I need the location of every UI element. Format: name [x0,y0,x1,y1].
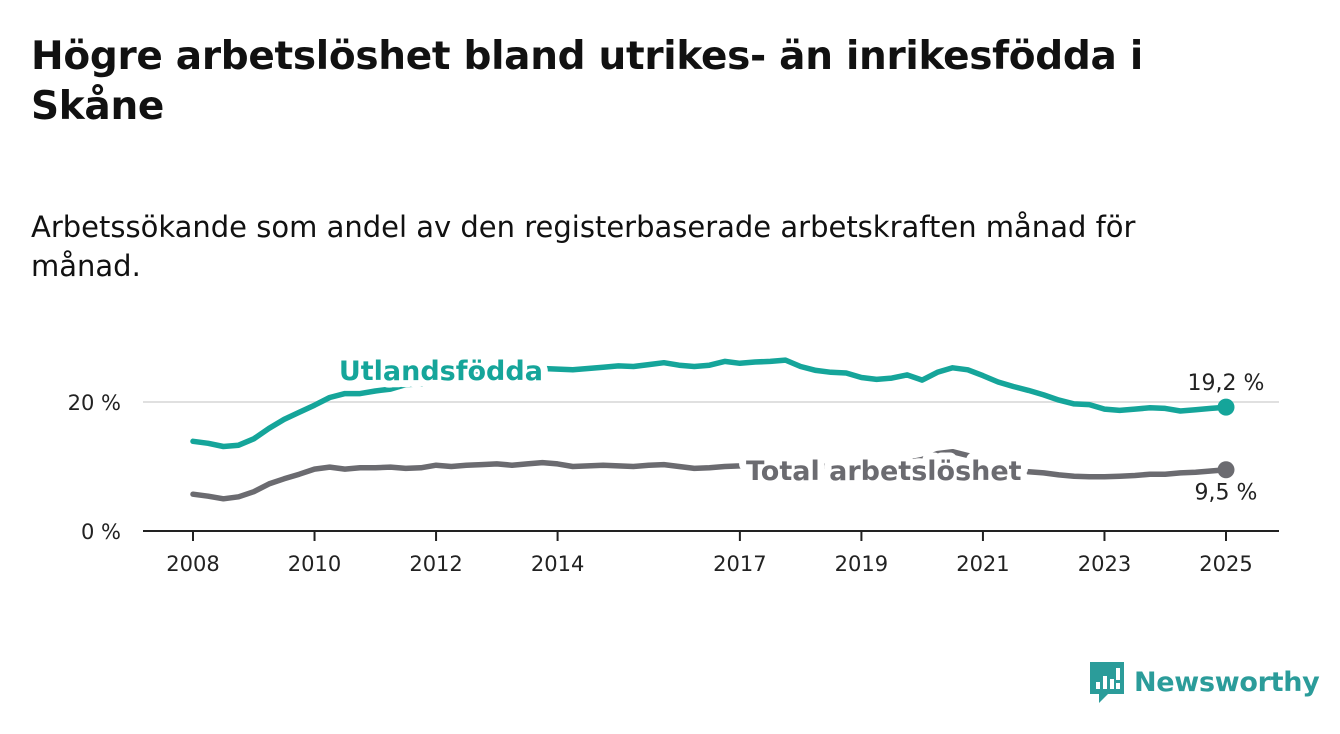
chart-title: Högre arbetslöshet bland utrikes- än inr… [31,34,1143,129]
x-tick-label: 2023 [1078,552,1131,576]
y-tick-label: 0 % [81,520,121,544]
series-label: Utlandsfödda [339,356,543,387]
series-label-halo: Total arbetslöshet [746,456,1022,487]
newsworthy-logo-text: Newsworthy [1134,666,1320,698]
end-value-label: 9,5 % [1195,481,1258,506]
series-layer [190,357,1235,502]
x-tick-label: 2010 [288,552,341,576]
end-value-label: 19,2 % [1188,371,1265,396]
series-end-dot [1217,398,1235,416]
x-tick-label: 2017 [713,552,766,576]
x-tick-label: 2014 [531,552,584,576]
series-line-total [190,448,1229,502]
x-tick-label: 2019 [835,552,888,576]
chart-subtitle: Arbetssökande som andel av den registerb… [31,210,1136,283]
x-tick-label: 2025 [1199,552,1252,576]
newsworthy-logo: Newsworthy [1088,660,1320,704]
series-line-utlandsfodda [190,357,1229,450]
axis-layer: 0 % 20 % 2008 2010 2012 2014 2017 2019 2021 2023 2… [68,391,1279,576]
y-tick-label: 20 % [68,391,121,415]
series-label-halo: Utlandsfödda [339,356,543,387]
series-end-dot [1217,461,1235,479]
x-tick-label: 2008 [166,552,219,576]
x-tick-label: 2021 [956,552,1009,576]
series-label: Total arbetslöshet [746,456,1022,487]
newsworthy-chart-icon [1090,662,1124,703]
x-tick-label: 2012 [409,552,462,576]
